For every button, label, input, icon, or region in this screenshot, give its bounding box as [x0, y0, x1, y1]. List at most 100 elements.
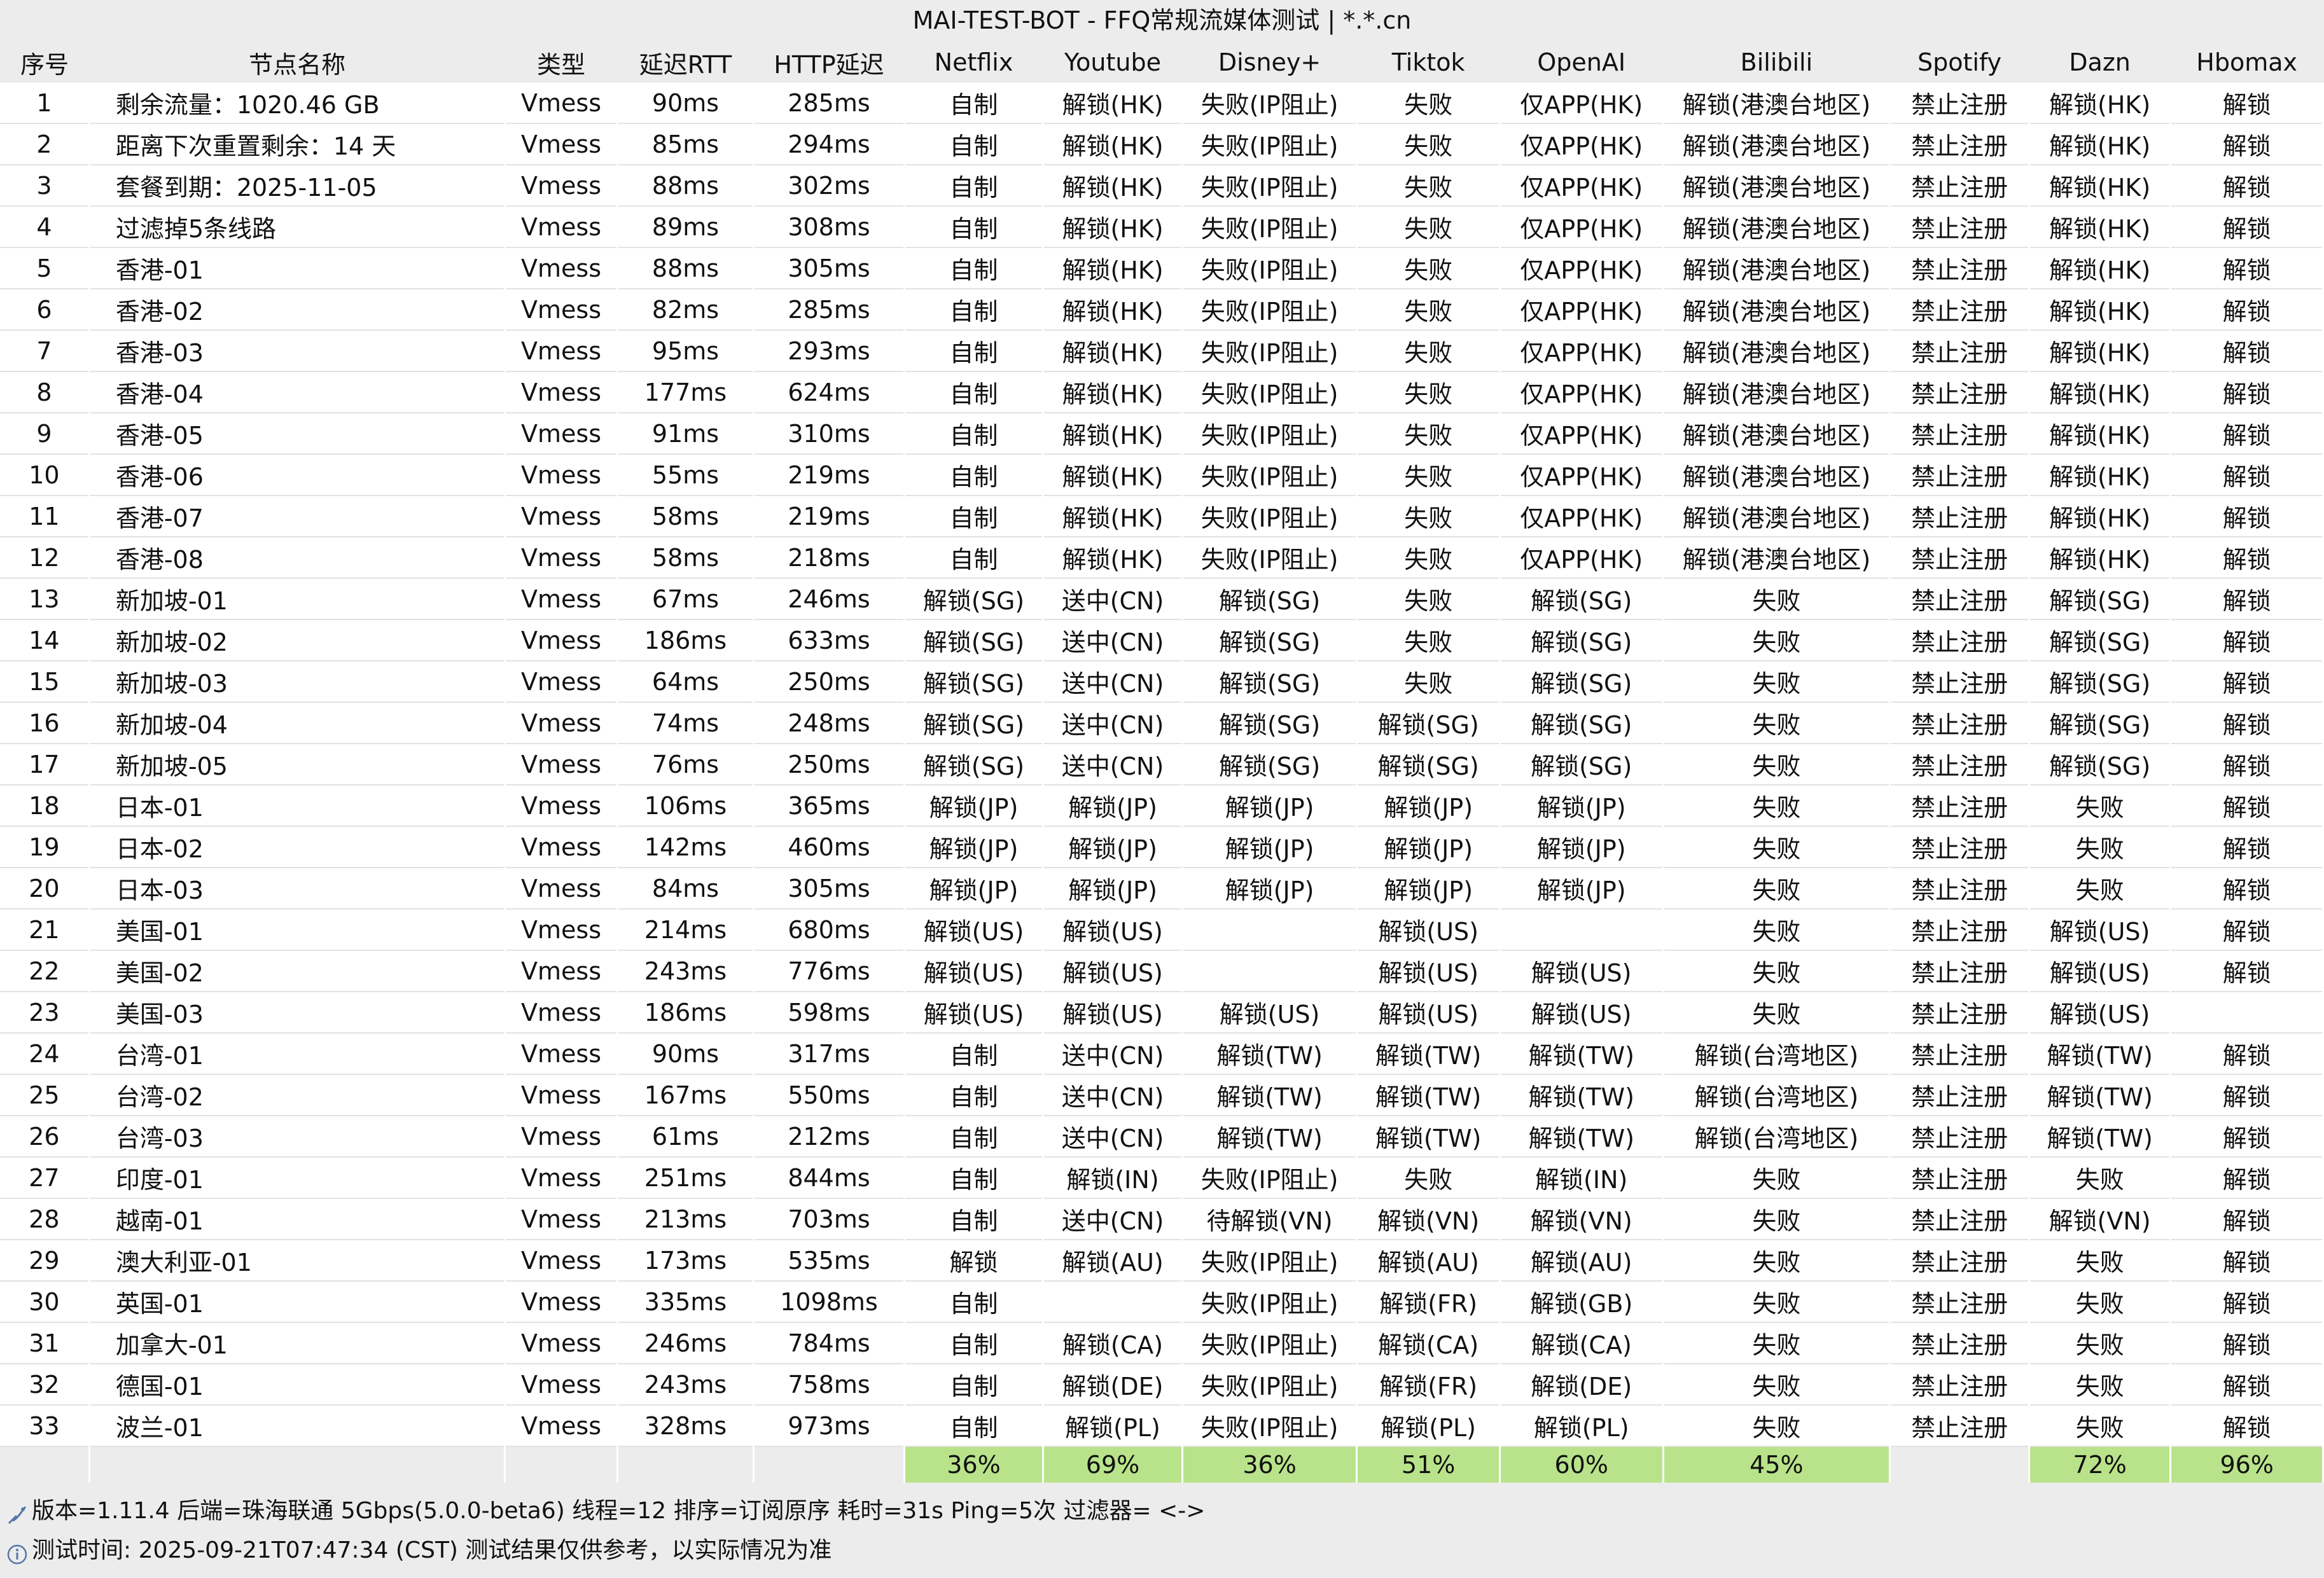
table-row[interactable]: 21 美国-01 Vmess 214ms 680ms 解锁(US) 解锁(US) N/A1 解锁… — [0, 909, 2324, 951]
netflix-status: 自制 — [904, 330, 1045, 372]
bilibili-status: 失败 — [1663, 909, 1891, 951]
table-row[interactable]: 25 台湾-02 Vmess 167ms 550ms 自制 送中(CN) 解锁(TW) 解锁(T… — [0, 1074, 2324, 1116]
openai-status: 解锁(JP) — [1499, 785, 1664, 827]
openai-status: 仅APP(HK) — [1499, 454, 1664, 496]
table-row[interactable]: 22 美国-02 Vmess 243ms 776ms 解锁(US) 解锁(US) N/A1 解锁… — [0, 950, 2324, 992]
table-row[interactable]: 30 英国-01 Vmess 335ms 1098ms 自制 N/A 失败(IP阻止) 解锁(F… — [0, 1281, 2324, 1323]
column-header-dazn[interactable]: Dazn — [2029, 42, 2171, 83]
node-type: Vmess — [504, 702, 618, 744]
column-header-spotify[interactable]: Spotify — [1889, 42, 2029, 83]
table-row[interactable]: 8 香港-04 Vmess 177ms 624ms 自制 解锁(HK) 失败(IP阻止) 失败仅… — [0, 371, 2324, 413]
table-row[interactable]: 11 香港-07 Vmess 58ms 219ms 自制 解锁(HK) 失败(IP阻止) 失败仅… — [0, 495, 2324, 537]
youtube-status: 送中(CN) — [1043, 1074, 1183, 1116]
table-row[interactable]: 7 香港-03 Vmess 95ms 293ms 自制 解锁(HK) 失败(IP阻止) 失败 仅A… — [0, 330, 2324, 372]
http-delay-value: 285ms — [753, 83, 905, 124]
column-header-type[interactable]: 类型 — [504, 42, 618, 83]
node-name: 台湾-03 — [89, 1116, 506, 1158]
tiktok-status: 解锁(PL) — [1356, 1405, 1501, 1447]
spotify-status: 禁止注册 — [1889, 661, 2030, 703]
youtube-status: 送中(CN) — [1043, 1116, 1183, 1158]
openai-status: 解锁(US) — [1499, 950, 1664, 992]
node-name: 台湾-02 — [89, 1074, 506, 1116]
table-row[interactable]: 18 日本-01 Vmess 106ms 365ms 解锁(JP) 解锁(JP) 解锁(JP)… — [0, 785, 2324, 827]
table-row[interactable]: 16 新加坡-04 Vmess 74ms 248ms 解锁(SG) 送中(CN) 解锁(SG)… — [0, 702, 2324, 744]
bilibili-status: 解锁(港澳台地区) — [1663, 537, 1891, 579]
rtt-value: 91ms — [617, 413, 755, 455]
node-type: Vmess — [504, 1157, 618, 1199]
node-type: Vmess — [504, 123, 618, 165]
table-row[interactable]: 28 越南-01 Vmess 213ms 703ms 自制 送中(CN) 待解锁(VN) 解锁(… — [0, 1198, 2324, 1240]
table-row[interactable]: 14 新加坡-02 Vmess 186ms 633ms 解锁(SG) 送中(CN) 解锁(SG… — [0, 619, 2324, 661]
column-header-http-delay[interactable]: HTTP延迟 — [753, 42, 905, 83]
column-header-index[interactable]: 序号 — [0, 42, 90, 83]
node-type: Vmess — [504, 1364, 618, 1406]
column-header-disney[interactable]: Disney+ — [1182, 42, 1357, 83]
table-row[interactable]: 24 台湾-01 Vmess 90ms 317ms 自制 送中(CN) 解锁(TW) 解锁(TW… — [0, 1033, 2324, 1075]
bilibili-status: 失败 — [1663, 1281, 1891, 1323]
table-row[interactable]: 12 香港-08 Vmess 58ms 218ms 自制 解锁(HK) 失败(IP阻止) 失败仅… — [0, 537, 2324, 579]
column-header-hbomax[interactable]: Hbomax — [2170, 42, 2323, 83]
column-header-rtt[interactable]: 延迟RTT — [617, 42, 754, 83]
column-header-netflix[interactable]: Netflix — [904, 42, 1043, 83]
column-header-youtube[interactable]: Youtube — [1043, 42, 1183, 83]
dazn-status: 解锁(US) — [2029, 950, 2172, 992]
table-row[interactable]: 23 美国-03 Vmess 186ms 598ms 解锁(US) 解锁(US) 解锁(US)… — [0, 992, 2324, 1034]
table-row[interactable]: 31 加拿大-01 Vmess 246ms 784ms 自制 解锁(CA) 失败(IP阻止) 解… — [0, 1322, 2324, 1364]
spotify-status: 禁止注册 — [1889, 868, 2030, 910]
disney-status: 解锁(TW) — [1182, 1033, 1358, 1075]
disney-status: 解锁(JP) — [1182, 826, 1358, 868]
table-row[interactable]: 17 新加坡-05 Vmess 76ms 250ms 解锁(SG) 送中(CN) 解锁(SG)… — [0, 744, 2324, 786]
table-row[interactable]: 1 剩余流量：1020.46 GB Vmess 90ms 285ms 自制 解锁(HK) 失败… — [0, 83, 2324, 124]
disney-status: 失败(IP阻止) — [1182, 413, 1358, 455]
table-row[interactable]: 2 距离下次重置剩余：14 天 Vmess 85ms 294ms 自制 解锁(HK) 失败(I… — [0, 123, 2324, 165]
table-row[interactable]: 20 日本-03 Vmess 84ms 305ms 解锁(JP) 解锁(JP) 解锁(JP) 解… — [0, 868, 2324, 910]
dazn-status: 解锁(TW) — [2029, 1116, 2172, 1158]
table-row[interactable]: 32 德国-01 Vmess 243ms 758ms 自制 解锁(DE) 失败(IP阻止) 解锁… — [0, 1364, 2324, 1406]
row-index: 26 — [0, 1116, 90, 1158]
row-index: 5 — [0, 247, 90, 289]
table-row[interactable]: 27 印度-01 Vmess 251ms 844ms 自制 解锁(IN) 失败(IP阻止) 失败… — [0, 1157, 2324, 1199]
column-header-bilibili[interactable]: Bilibili — [1663, 42, 1890, 83]
youtube-status: 解锁(US) — [1043, 992, 1183, 1034]
table-row[interactable]: 6 香港-02 Vmess 82ms 285ms 自制 解锁(HK) 失败(IP阻止) 失败 仅A… — [0, 289, 2324, 331]
backend-icon — [6, 1499, 28, 1525]
tiktok-status: 解锁(US) — [1356, 950, 1501, 992]
netflix-status: 解锁(JP) — [904, 868, 1045, 910]
openai-status: 仅APP(HK) — [1499, 330, 1664, 372]
youtube-status: 解锁(HK) — [1043, 330, 1183, 372]
node-name: 剩余流量：1020.46 GB — [89, 83, 506, 124]
http-delay-value: 1098ms — [753, 1281, 905, 1323]
table-row[interactable]: 33 波兰-01 Vmess 328ms 973ms 自制 解锁(PL) 失败(IP阻止) 解锁… — [0, 1405, 2324, 1447]
table-row[interactable]: 9 香港-05 Vmess 91ms 310ms 自制 解锁(HK) 失败(IP阻止) 失败 仅A… — [0, 413, 2324, 455]
http-delay-value: 598ms — [753, 992, 905, 1034]
table-row[interactable]: 19 日本-02 Vmess 142ms 460ms 解锁(JP) 解锁(JP) 解锁(JP)… — [0, 826, 2324, 868]
column-header-node-name[interactable]: 节点名称 — [89, 42, 505, 83]
spotify-status: 禁止注册 — [1889, 371, 2030, 413]
tiktok-status: 解锁(JP) — [1356, 785, 1501, 827]
table-row[interactable]: 4 过滤掉5条线路 Vmess 89ms 308ms 自制 解锁(HK) 失败(IP阻止) 失败… — [0, 206, 2324, 248]
rtt-value: 142ms — [617, 826, 755, 868]
column-header-tiktok[interactable]: Tiktok — [1356, 42, 1500, 83]
tiktok-status: 解锁(VN) — [1356, 1198, 1501, 1240]
tiktok-status: 解锁(AU) — [1356, 1240, 1501, 1282]
disney-status: 失败(IP阻止) — [1182, 330, 1358, 372]
table-row[interactable]: 10 香港-06 Vmess 55ms 219ms 自制 解锁(HK) 失败(IP阻止) 失败仅… — [0, 454, 2324, 496]
youtube-status: 解锁(PL) — [1043, 1405, 1183, 1447]
rtt-value: 55ms — [617, 454, 755, 496]
row-index: 24 — [0, 1033, 90, 1075]
column-header-openai[interactable]: OpenAI — [1499, 42, 1663, 83]
netflix-status: 解锁(SG) — [904, 619, 1045, 661]
table-row[interactable]: 3 套餐到期：2025-11-05 Vmess 88ms 302ms 自制 解锁(HK) 失败… — [0, 165, 2324, 207]
netflix-status: 解锁(JP) — [904, 785, 1045, 827]
youtube-status: 送中(CN) — [1043, 1033, 1183, 1075]
table-row[interactable]: 15 新加坡-03 Vmess 64ms 250ms 解锁(SG) 送中(CN) 解锁(SG)… — [0, 661, 2324, 703]
disney-status: 失败(IP阻止) — [1182, 454, 1358, 496]
table-row[interactable]: 29 澳大利亚-01 Vmess 173ms 535ms 解锁 解锁(AU) 失败(IP阻止)… — [0, 1240, 2324, 1282]
table-row[interactable]: 5 香港-01 Vmess 88ms 305ms 自制 解锁(HK) 失败(IP阻止) 失败 仅A… — [0, 247, 2324, 289]
table-row[interactable]: 26 台湾-03 Vmess 61ms 212ms 自制 送中(CN) 解锁(TW) 解锁(TW… — [0, 1116, 2324, 1158]
table-row[interactable]: 13 新加坡-01 Vmess 67ms 246ms 解锁(SG) 送中(CN) 解锁(SG)… — [0, 578, 2324, 620]
node-name: 香港-01 — [89, 247, 506, 289]
node-name: 加拿大-01 — [89, 1322, 506, 1364]
openai-status: 仅APP(HK) — [1499, 83, 1664, 124]
node-name: 香港-05 — [89, 413, 506, 455]
